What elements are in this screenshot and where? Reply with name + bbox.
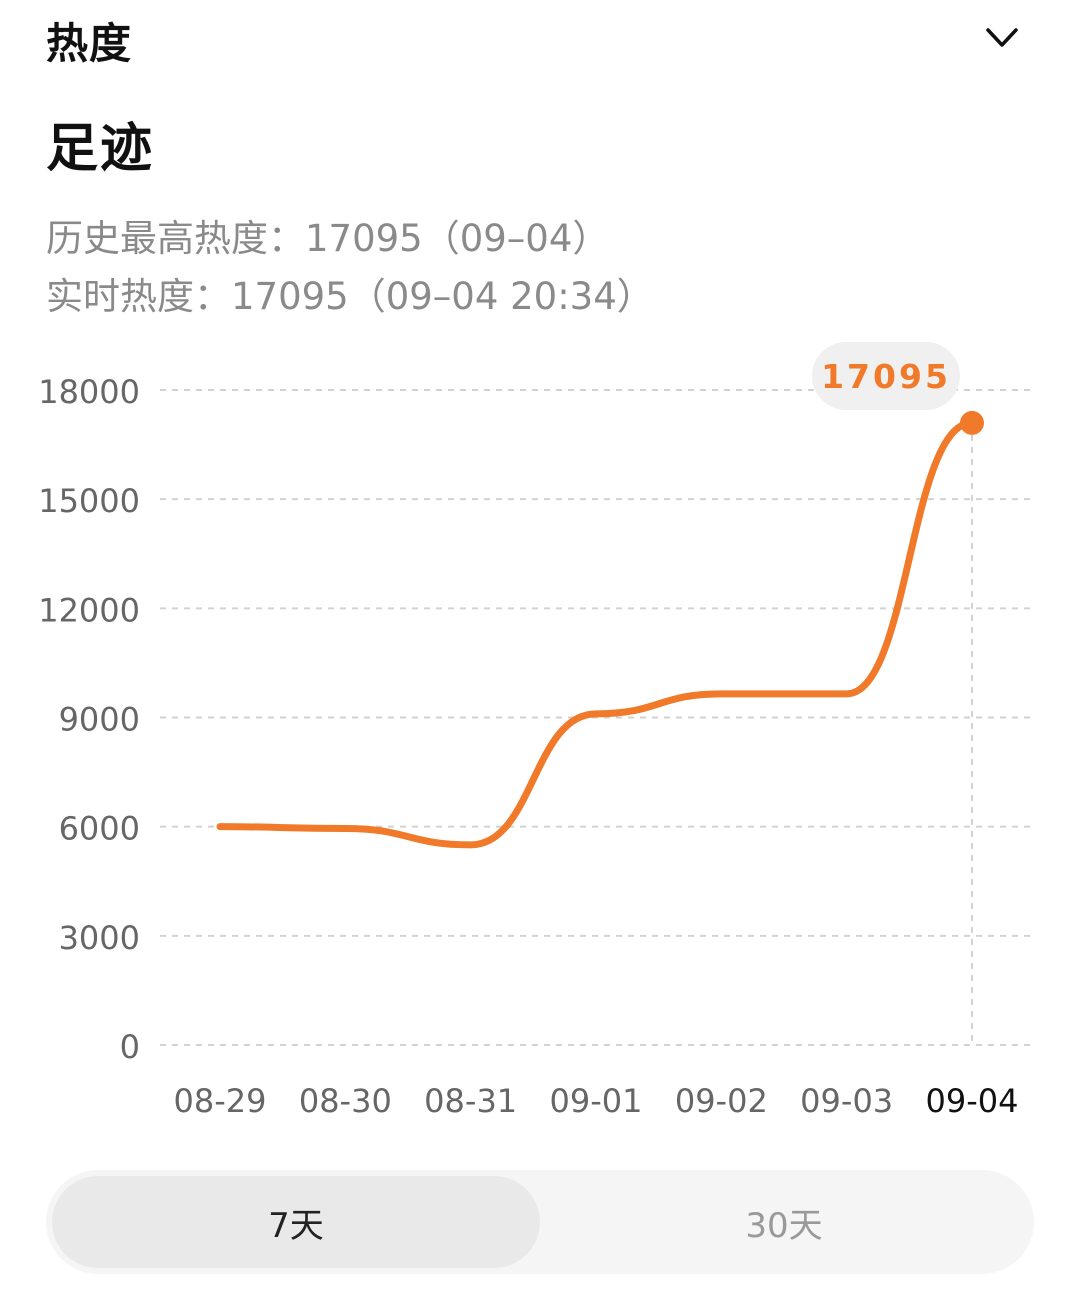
range-toggle: 7天 30天 xyxy=(46,1170,1034,1274)
y-tick-label: 15000 xyxy=(38,482,140,520)
x-tick-labels: 08-29 08-30 08-31 09-01 09-02 09-03 09-04 xyxy=(174,1082,1019,1120)
series-layer xyxy=(216,419,976,849)
highlight-badge xyxy=(812,342,960,410)
history-high-stat: 历史最高热度：17095（09–04） xyxy=(46,217,610,260)
x-tick-label: 09-02 xyxy=(675,1082,768,1120)
x-tick-label: 08-30 xyxy=(299,1082,392,1120)
x-tick-label: 09-04 xyxy=(926,1082,1019,1120)
range-30-days-button[interactable]: 30天 xyxy=(745,1205,823,1246)
x-tick-label: 08-29 xyxy=(174,1082,267,1120)
realtime-stat: 实时热度：17095（09–04 20:34） xyxy=(46,275,654,318)
y-tick-label: 0 xyxy=(120,1028,140,1066)
data-point xyxy=(960,410,984,435)
x-tick-label: 08-31 xyxy=(424,1082,517,1120)
chevron-down-icon[interactable] xyxy=(982,18,1022,58)
highlight-layer: 17095 xyxy=(812,342,984,435)
y-tick-labels: 0 3000 6000 9000 12000 15000 18000 xyxy=(38,373,140,1066)
x-tick-label: 09-03 xyxy=(800,1082,893,1120)
grid-layer xyxy=(160,389,1035,1046)
highlight-value-label: 17095 xyxy=(821,357,951,396)
y-tick-label: 9000 xyxy=(59,701,140,739)
page-header-title: 热度 xyxy=(46,19,133,68)
series-line xyxy=(216,419,976,849)
y-tick-label: 18000 xyxy=(38,373,140,411)
range-7-days-button[interactable]: 7天 xyxy=(52,1176,540,1268)
y-tick-label: 12000 xyxy=(38,591,140,629)
y-tick-label: 6000 xyxy=(59,810,140,848)
x-tick-label: 09-01 xyxy=(550,1082,643,1120)
section-title: 足迹 xyxy=(46,119,155,179)
y-tick-label: 3000 xyxy=(59,919,140,957)
